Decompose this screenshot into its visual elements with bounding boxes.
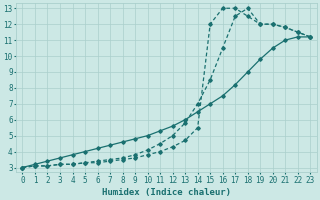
X-axis label: Humidex (Indice chaleur): Humidex (Indice chaleur) — [102, 188, 231, 197]
